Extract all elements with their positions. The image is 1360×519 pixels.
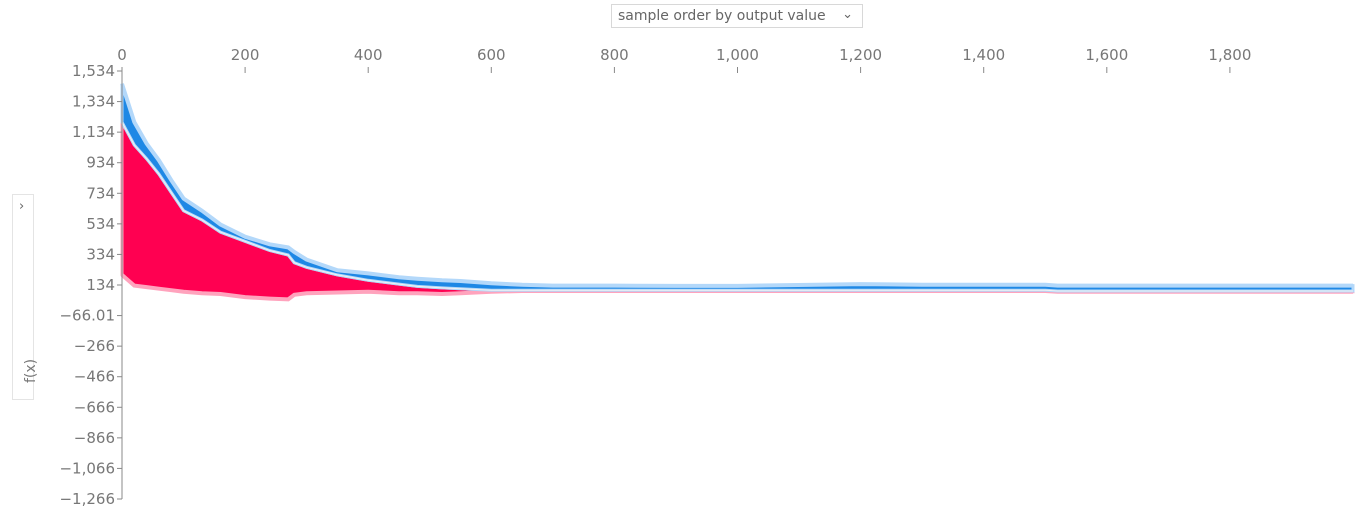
chevron-right-icon[interactable]: › [19, 199, 25, 214]
x-tick-label: 1,000 [716, 46, 759, 64]
x-tick-label: 400 [354, 46, 383, 64]
x-tick-label: 0 [117, 46, 127, 64]
force-areas [120, 83, 1355, 302]
y-label-panel: › f(x) [12, 194, 39, 400]
y-tick-label: 334 [86, 245, 115, 263]
y-tick-label: −66.01 [59, 307, 115, 325]
y-tick-label: −466 [74, 368, 115, 386]
area-positive [120, 121, 1355, 301]
y-tick-label: −1,266 [59, 490, 115, 508]
y-tick-label: −266 [74, 337, 115, 355]
sample-order-select-value: sample order by output value [618, 8, 826, 24]
y-tick-label: 934 [86, 154, 115, 172]
y-tick-label: 1,334 [72, 93, 115, 111]
y-axis-label: f(x) [23, 358, 39, 383]
area-edge-negative [120, 83, 1353, 288]
x-tick-label: 1,400 [962, 46, 1005, 64]
x-tick-label: 1,200 [839, 46, 882, 64]
chevron-down-icon: ⌄ [842, 7, 853, 22]
x-tick-label: 800 [600, 46, 629, 64]
y-tick-label: −1,066 [59, 459, 115, 477]
x-axis: 0 200 400 600 800 1,000 1,200 1,400 1,600 1,800 [117, 46, 1251, 73]
y-tick-label: 1,534 [72, 62, 115, 80]
y-tick-label: 1,134 [72, 123, 115, 141]
output-value-line [121, 121, 1353, 292]
x-tick-label: 1,800 [1208, 46, 1251, 64]
y-tick-label: −666 [74, 398, 115, 416]
y-tick-label: 734 [86, 184, 115, 202]
x-tick-label: 600 [477, 46, 506, 64]
y-tick-label: 134 [86, 276, 115, 294]
x-tick-label: 1,600 [1085, 46, 1128, 64]
y-tick-label: −866 [74, 429, 115, 447]
y-axis: 1,534 1,334 1,134 934 734 534 334 134 −66.01 −266… [59, 62, 123, 508]
x-tick-label: 200 [231, 46, 260, 64]
y-tick-label: 534 [86, 215, 115, 233]
sample-order-select[interactable]: sample order by output value ⌄ [611, 4, 863, 28]
